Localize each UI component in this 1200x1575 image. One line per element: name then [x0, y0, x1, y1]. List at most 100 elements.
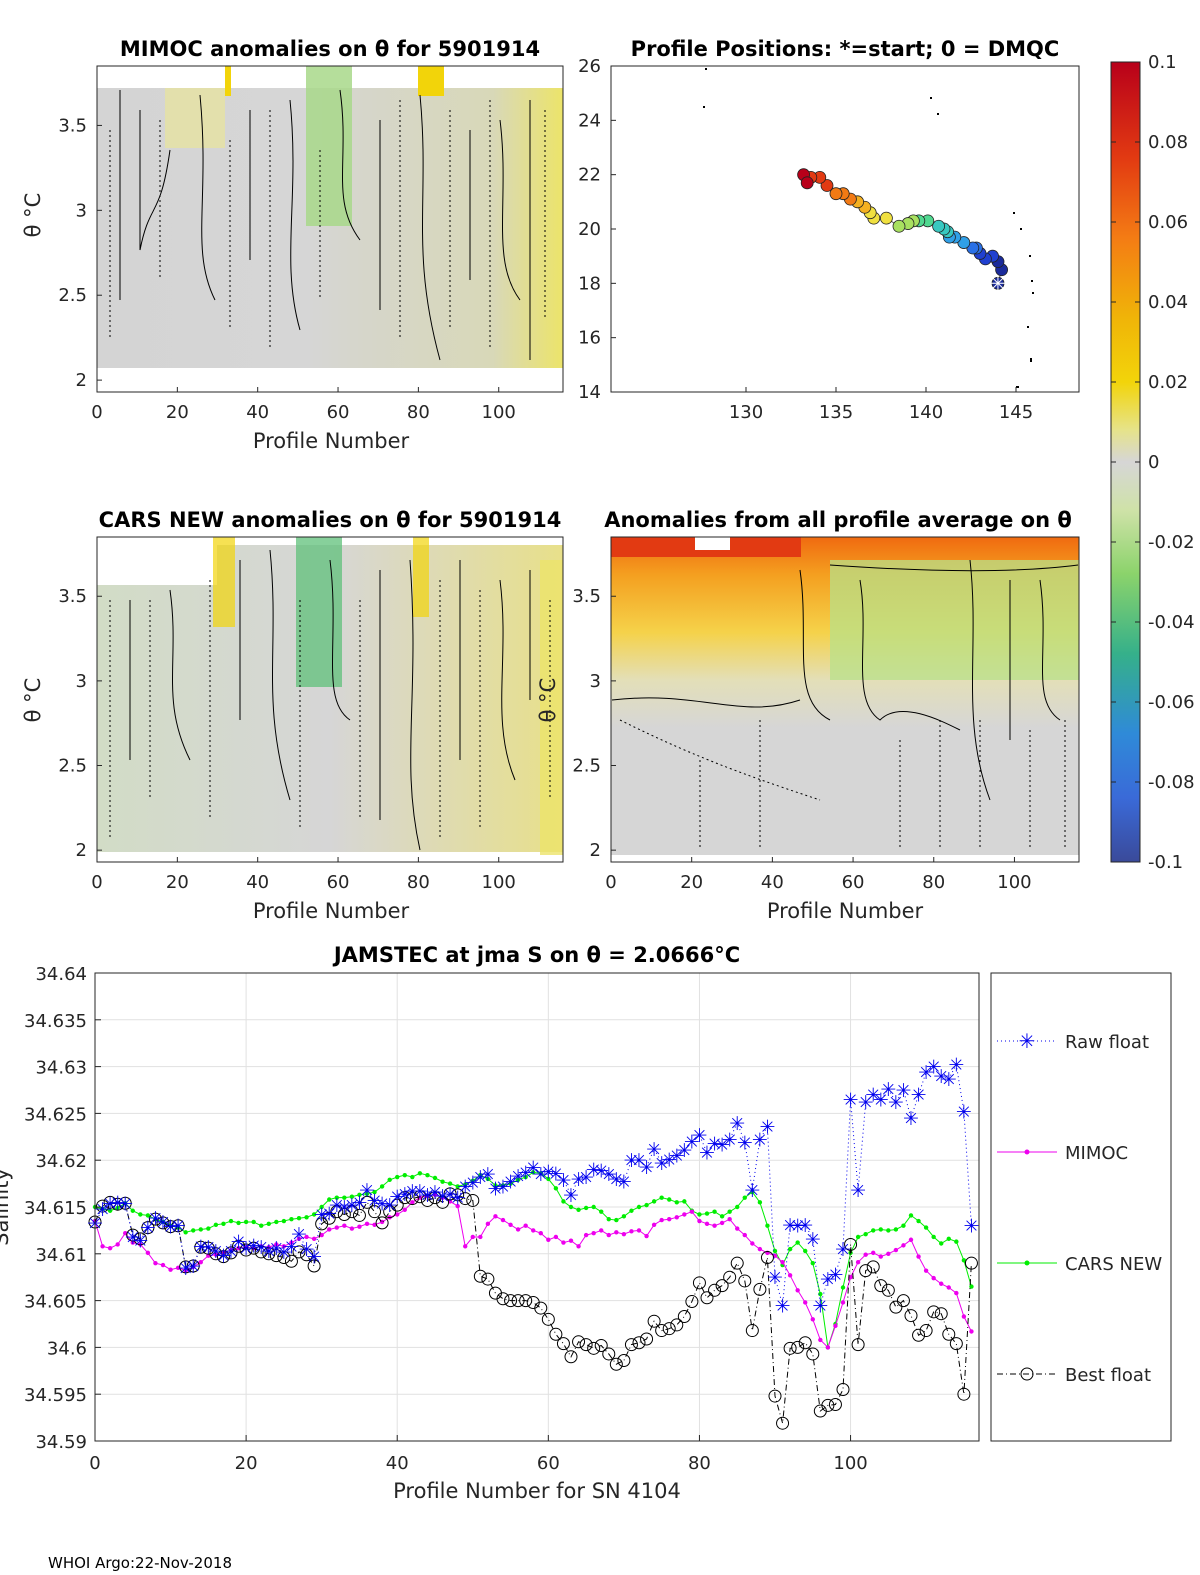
point-best-float [738, 1274, 752, 1288]
point-best-float [889, 1300, 903, 1314]
point-mimoc [546, 1237, 551, 1242]
average-contours [611, 559, 1079, 850]
point-mimoc [274, 1242, 279, 1247]
point-best-float [375, 1216, 389, 1230]
point-raw-float: ✳ [775, 1295, 791, 1317]
legend-cars-label: CARS NEW [1065, 1254, 1162, 1275]
mimoc-xtick-label: 80 [407, 402, 430, 423]
point-raw-float: ✳ [518, 1162, 534, 1184]
point-mimoc [908, 1237, 914, 1242]
point-mimoc [153, 1260, 158, 1266]
point-mimoc [583, 1232, 589, 1238]
point-best-float [126, 1228, 140, 1242]
point-mimoc [712, 1223, 717, 1228]
point-raw-float: ✳ [389, 1187, 405, 1209]
point-cars-new [432, 1175, 438, 1181]
point-mimoc [848, 1275, 853, 1280]
point-raw-float: ✳ [321, 1204, 337, 1226]
point-raw-float: ✳ [911, 1085, 927, 1107]
point-best-float [496, 1292, 510, 1306]
positions-ytick-label: 22 [578, 165, 601, 186]
point-raw-float: ✳ [737, 1132, 753, 1154]
cars-ytick-label: 2.5 [58, 756, 87, 777]
point-cars-new [946, 1236, 951, 1242]
point-best-float [866, 1260, 880, 1274]
point-raw-float: ✳ [102, 1193, 118, 1215]
point-mimoc [833, 1323, 838, 1329]
point-best-float [934, 1307, 948, 1321]
average-title: Anomalies from all profile average on θ [604, 508, 1072, 532]
point-raw-float: ✳ [623, 1150, 639, 1172]
cars-ytick-label: 3.5 [58, 586, 87, 607]
point-cars-new [515, 1177, 521, 1183]
point-cars-new [636, 1204, 642, 1210]
point-best-float [791, 1340, 805, 1354]
point-mimoc [651, 1222, 657, 1227]
salinity-xtick-label: 80 [688, 1453, 711, 1474]
point-raw-float: ✳ [117, 1193, 133, 1215]
point-mimoc [719, 1220, 725, 1226]
point-cars-new [591, 1204, 596, 1210]
point-cars-new [923, 1225, 929, 1230]
point-cars-new [712, 1209, 717, 1214]
point-best-float [572, 1335, 586, 1349]
point-best-float [96, 1199, 110, 1213]
average-ytick-label: 3.5 [572, 586, 601, 607]
point-cars-new [213, 1222, 219, 1227]
point-mimoc [644, 1233, 649, 1239]
positions-ytick-label: 18 [578, 273, 601, 294]
point-cars-new [674, 1200, 679, 1205]
point-cars-new [274, 1219, 279, 1225]
point-mimoc [478, 1234, 483, 1240]
point-mimoc [757, 1246, 763, 1252]
point-raw-float: ✳ [873, 1089, 889, 1111]
point-raw-float: ✳ [412, 1181, 428, 1203]
positions-ytick-label: 20 [578, 219, 601, 240]
mimoc-ylabel: θ °C [21, 193, 45, 238]
point-mimoc [568, 1238, 574, 1243]
point-best-float [942, 1327, 956, 1341]
point-mimoc [878, 1254, 883, 1259]
point-cars-new [372, 1189, 377, 1195]
point-raw-float: ✳ [669, 1146, 685, 1168]
point-cars-new [500, 1183, 506, 1188]
point-mimoc [349, 1226, 355, 1231]
point-mimoc [561, 1240, 566, 1245]
salinity-title: JAMSTEC at jma S on θ = 2.0666°C [332, 943, 740, 967]
point-mimoc [523, 1223, 528, 1228]
point-raw-float: ✳ [457, 1176, 473, 1198]
point-best-float [594, 1339, 608, 1353]
point-best-float [700, 1291, 714, 1305]
positions-xtick-label: 135 [819, 402, 853, 423]
average-xtick-label: 40 [761, 872, 784, 893]
point-best-float [284, 1254, 298, 1268]
point-best-float [776, 1416, 790, 1430]
point-cars-new [531, 1170, 536, 1175]
point-raw-float: ✳ [631, 1150, 647, 1172]
average-heatmap-panel [610, 536, 1080, 863]
point-cars-new [379, 1184, 385, 1189]
average-ytick-label: 3 [590, 671, 601, 692]
average-xtick-label: 20 [680, 872, 703, 893]
point-cars-new [523, 1174, 528, 1180]
point-mimoc [281, 1244, 287, 1249]
point-mimoc [500, 1217, 506, 1223]
point-cars-new [886, 1228, 891, 1233]
position-point [892, 219, 906, 233]
point-mimoc [123, 1231, 128, 1236]
point-cars-new [319, 1204, 324, 1210]
point-cars-new [901, 1223, 906, 1228]
point-cars-new [644, 1202, 649, 1208]
mimoc-xtick-label: 40 [246, 402, 269, 423]
mimoc-xtick-label: 20 [166, 402, 189, 423]
mimoc-xtick-label: 100 [482, 402, 516, 423]
point-raw-float: ✳ [593, 1160, 609, 1182]
point-cars-new [191, 1228, 196, 1233]
point-best-float [927, 1305, 941, 1319]
mimoc-heatmap-gap-bottom [97, 368, 563, 380]
position-point [991, 276, 1005, 290]
point-raw-float: ✳ [933, 1066, 949, 1088]
point-mimoc [871, 1250, 876, 1256]
colorbar-tick-label: 0.08 [1148, 132, 1188, 153]
point-mimoc [727, 1216, 732, 1222]
